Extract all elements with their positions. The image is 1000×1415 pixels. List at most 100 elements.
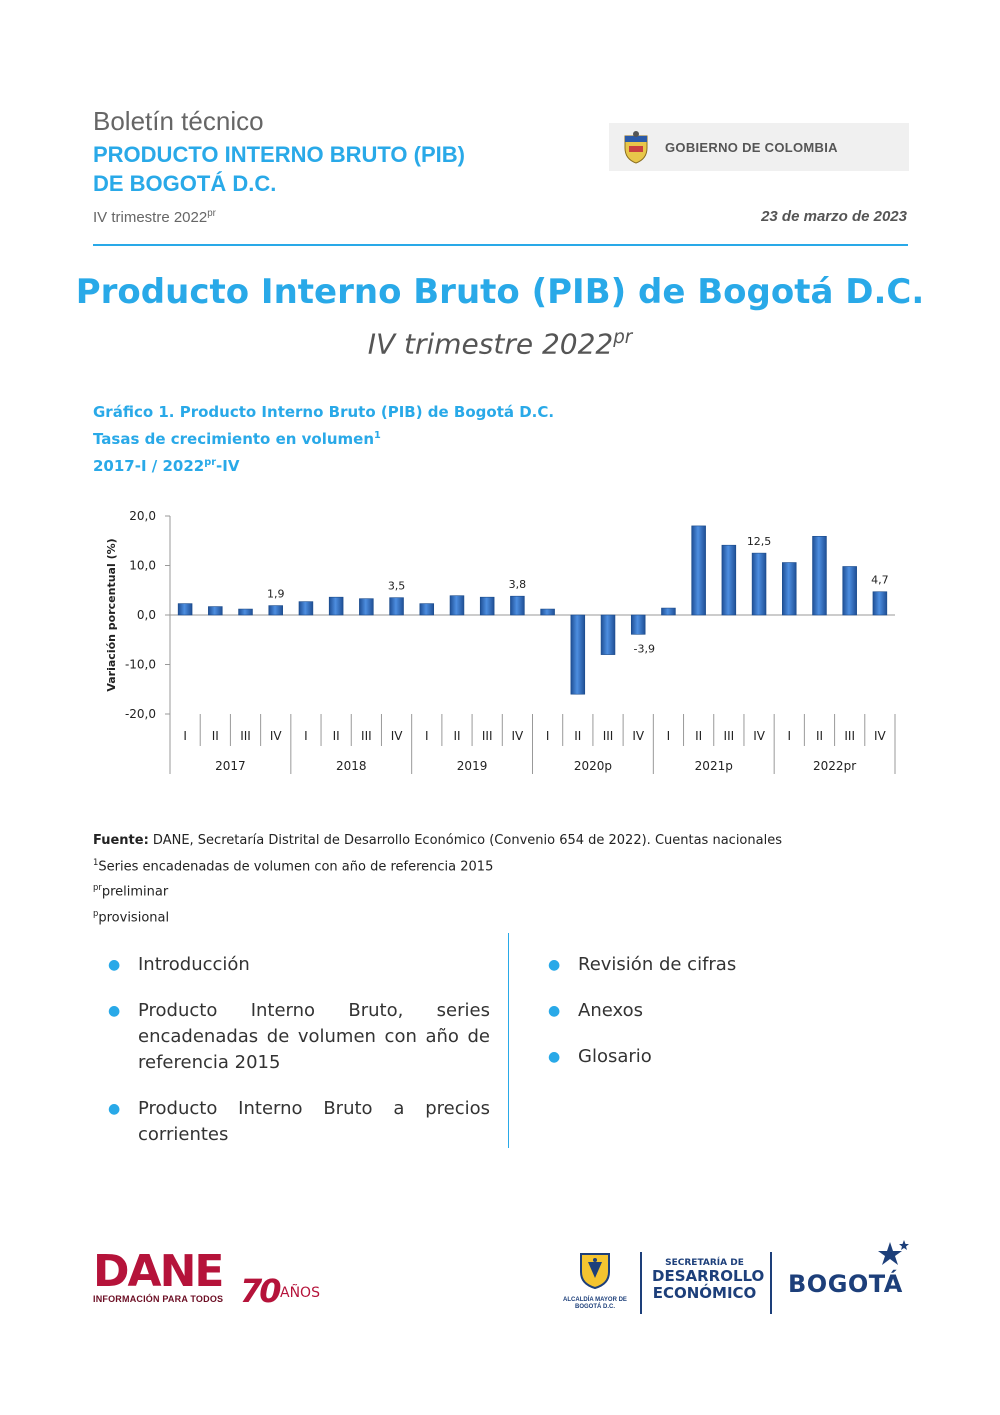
x-quarter-label: III: [603, 729, 614, 743]
bar-2020p-II: [570, 614, 586, 695]
toc-item-revision[interactable]: ● Revisión de cifras: [548, 952, 848, 978]
bar-2018-III: [359, 598, 374, 616]
data-label: 1,9: [267, 588, 285, 601]
toc-item-label: Introducción: [138, 954, 250, 975]
x-quarter-label: I: [425, 729, 429, 743]
sde-logo: SECRETARÍA DE DESARROLLO ECONÓMICO: [652, 1258, 765, 1302]
x-quarter-label: I: [304, 729, 308, 743]
toc-item-pib-corrientes[interactable]: ● Producto Interno Bruto a precios corrie…: [108, 1096, 490, 1148]
footnote-pr: prpreliminar: [93, 877, 782, 903]
x-quarter-label: II: [453, 729, 460, 743]
bar-2017-I: [177, 603, 193, 616]
bar-2018-II: [328, 596, 344, 616]
y-tick-label: -20,0: [125, 707, 156, 721]
toc-item-anexos[interactable]: ● Anexos: [548, 998, 848, 1024]
source-text: DANE, Secretaría Distrital de Desarrollo…: [148, 833, 782, 848]
bogota-wordmark: BOGOTÁ: [788, 1270, 903, 1298]
bar-2021p-II: [691, 525, 706, 616]
footer-divider: [640, 1252, 642, 1314]
bulletin-title-line2: DE BOGOTÁ D.C.: [93, 171, 277, 196]
bar-2021p-III: [721, 544, 737, 616]
x-quarter-label: IV: [753, 729, 766, 743]
document-title: Producto Interno Bruto (PIB) de Bogotá D…: [75, 272, 925, 312]
x-quarter-label: II: [212, 729, 219, 743]
bar-2017-IV: [268, 605, 283, 616]
x-quarter-label: II: [333, 729, 340, 743]
period-sup: pr: [207, 208, 216, 219]
chart-caption-line1: Gráfico 1. Producto Interno Bruto (PIB) …: [93, 403, 555, 421]
data-label: -3,9: [633, 642, 654, 655]
subtitle-text: IV trimestre 2022: [367, 327, 614, 361]
caption-line3-sup: pr: [204, 457, 217, 468]
bulletin-title-line1: PRODUCTO INTERNO BRUTO (PIB): [93, 142, 465, 167]
bar-2019-III: [479, 596, 495, 616]
toc-item-introduccion[interactable]: ● Introducción: [108, 952, 490, 978]
data-label: 12,5: [747, 535, 772, 548]
bullet-icon: ●: [548, 957, 561, 973]
toc-item-label: Revisión de cifras: [578, 954, 737, 975]
bar-2020p-I: [540, 608, 555, 616]
sde-line1: SECRETARÍA DE: [665, 1258, 744, 1268]
data-label: 3,8: [509, 578, 527, 591]
bar-2021p-IV: [751, 552, 767, 616]
x-quarter-label: I: [787, 729, 791, 743]
footer-divider: [770, 1252, 772, 1314]
seventy-years-number: 70: [240, 1272, 281, 1310]
y-tick-label: -10,0: [125, 658, 156, 672]
x-quarter-label: III: [240, 729, 251, 743]
source-label: Fuente:: [93, 833, 149, 848]
x-quarter-label: I: [183, 729, 187, 743]
y-axis-label: Variación porcentual (%): [105, 538, 118, 691]
x-year-label: 2022pr: [813, 759, 856, 773]
chart-caption-line3: 2017-I / 2022pr-IV: [93, 451, 554, 478]
x-quarter-label: IV: [512, 729, 525, 743]
x-quarter-label: IV: [874, 729, 887, 743]
bullet-icon: ●: [108, 1003, 121, 1019]
x-year-label: 2018: [336, 759, 367, 773]
chart-caption-line2: Tasas de crecimiento en volumen1: [93, 424, 554, 451]
bar-2019-I: [419, 603, 435, 616]
bar-2022pr-III: [842, 566, 857, 616]
x-year-label: 2021p: [695, 759, 733, 773]
footnote-1-text: Series encadenadas de volumen con año de…: [98, 858, 494, 874]
y-tick-label: 10,0: [129, 559, 156, 573]
bullet-icon: ●: [108, 1101, 121, 1117]
toc-left-column: ● Introducción ● Producto Interno Bruto, s…: [108, 952, 490, 1168]
data-label: 3,5: [388, 580, 406, 593]
source-note: Fuente: DANE, Secretaría Distrital de De…: [93, 830, 782, 852]
x-quarter-label: III: [724, 729, 735, 743]
x-quarter-label: I: [667, 729, 671, 743]
bar-2020p-IV: [630, 614, 646, 635]
document-subtitle: IV trimestre 2022pr: [0, 327, 1000, 360]
bulletin-title: PRODUCTO INTERNO BRUTO (PIB) DE BOGOTÁ D…: [93, 140, 573, 198]
dane-tagline: INFORMACIÓN PARA TODOS: [93, 1294, 224, 1304]
caption-line3-a: 2017-I / 2022: [93, 457, 205, 475]
bulletin-date: 23 de marzo de 2023: [761, 208, 907, 225]
toc-item-label: Glosario: [578, 1046, 652, 1067]
bar-2022pr-II: [812, 535, 827, 616]
header-divider: [93, 244, 908, 246]
chart-notes: Fuente: DANE, Secretaría Distrital de De…: [93, 830, 782, 929]
footnote-p-sup: p: [93, 908, 99, 919]
bar-2022pr-IV: [872, 591, 888, 616]
y-tick-label: 20,0: [129, 509, 156, 523]
toc-item-pib-volumen[interactable]: ● Producto Interno Bruto, series encadena…: [108, 998, 490, 1076]
x-quarter-label: I: [546, 729, 550, 743]
bar-2021p-I: [661, 607, 676, 616]
alcaldia-logo: ALCALDÍA MAYOR DE BOGOTÁ D.C.: [560, 1250, 630, 1311]
y-tick-label: 0,0: [137, 608, 156, 622]
bogota-stars-icon: [878, 1240, 909, 1265]
seventy-years-label: AÑOS: [280, 1285, 320, 1301]
x-year-label: 2017: [215, 759, 246, 773]
sde-line3: ECONÓMICO: [652, 1284, 757, 1302]
bulletin-kicker: Boletín técnico: [93, 106, 264, 136]
bullet-icon: ●: [108, 957, 121, 973]
sde-line2: DESARROLLO: [652, 1267, 765, 1285]
toc-item-label: Producto Interno Bruto, series encadenad…: [138, 1000, 490, 1073]
bullet-icon: ●: [548, 1003, 561, 1019]
toc-item-glosario[interactable]: ● Glosario: [548, 1044, 848, 1070]
bar-2018-IV: [389, 597, 404, 616]
gobierno-colombia-label: GOBIERNO DE COLOMBIA: [665, 139, 838, 155]
x-quarter-label: IV: [270, 729, 283, 743]
dane-wordmark: DANE: [93, 1246, 224, 1297]
